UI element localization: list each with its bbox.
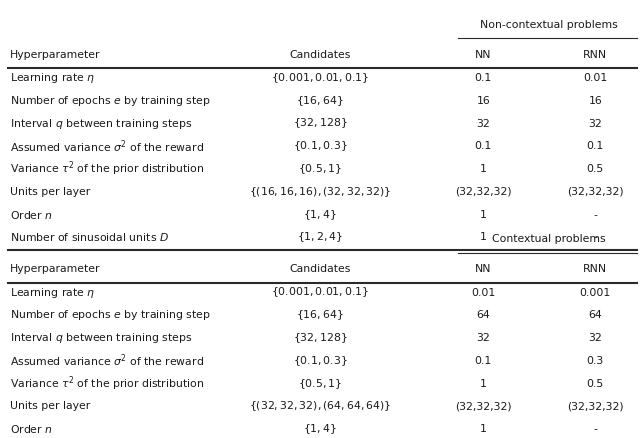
Text: 0.01: 0.01: [471, 288, 495, 297]
Text: Contextual problems: Contextual problems: [492, 234, 605, 244]
Text: 0.01: 0.01: [583, 73, 607, 83]
Text: 16: 16: [476, 96, 490, 106]
Text: Assumed variance $\sigma^2$ of the reward: Assumed variance $\sigma^2$ of the rewar…: [10, 138, 204, 155]
Text: 0.5: 0.5: [587, 379, 604, 389]
Text: -: -: [593, 210, 597, 219]
Text: 32: 32: [476, 119, 490, 128]
Text: $\{32, 128\}$: $\{32, 128\}$: [292, 331, 348, 345]
Text: 32: 32: [588, 119, 602, 128]
Text: $\{0.1, 0.3\}$: $\{0.1, 0.3\}$: [292, 354, 348, 368]
Text: Number of epochs $e$ by training step: Number of epochs $e$ by training step: [10, 308, 211, 322]
Text: 0.3: 0.3: [587, 356, 604, 366]
Text: Learning rate $\eta$: Learning rate $\eta$: [10, 71, 95, 85]
Text: Interval $q$ between training steps: Interval $q$ between training steps: [10, 117, 193, 131]
Text: 32: 32: [476, 333, 490, 343]
Text: 1: 1: [480, 210, 486, 219]
Text: Order $n$: Order $n$: [10, 208, 53, 221]
Text: Number of sinusoidal units $D$: Number of sinusoidal units $D$: [10, 231, 169, 244]
Text: Learning rate $\eta$: Learning rate $\eta$: [10, 286, 95, 300]
Text: Hyperparameter: Hyperparameter: [10, 50, 100, 60]
Text: Variance $\tau^2$ of the prior distribution: Variance $\tau^2$ of the prior distribut…: [10, 160, 204, 178]
Text: $\{(32, 32, 32), (64, 64, 64)\}$: $\{(32, 32, 32), (64, 64, 64)\}$: [249, 399, 391, 413]
Text: 1: 1: [480, 379, 486, 389]
Text: Interval $q$ between training steps: Interval $q$ between training steps: [10, 331, 193, 345]
Text: Candidates: Candidates: [289, 265, 351, 274]
Text: $\{1, 2, 4\}$: $\{1, 2, 4\}$: [297, 230, 343, 244]
Text: Candidates: Candidates: [289, 50, 351, 60]
Text: $\{16, 64\}$: $\{16, 64\}$: [296, 308, 344, 322]
Text: 64: 64: [588, 311, 602, 320]
Text: -: -: [593, 424, 597, 434]
Text: Number of epochs $e$ by training step: Number of epochs $e$ by training step: [10, 94, 211, 108]
Text: 0.5: 0.5: [587, 164, 604, 174]
Text: Assumed variance $\sigma^2$ of the reward: Assumed variance $\sigma^2$ of the rewar…: [10, 353, 204, 369]
Text: Variance $\tau^2$ of the prior distribution: Variance $\tau^2$ of the prior distribut…: [10, 374, 204, 393]
Text: Order $n$: Order $n$: [10, 423, 53, 435]
Text: 0.001: 0.001: [580, 288, 611, 297]
Text: (32,32,32): (32,32,32): [455, 187, 511, 197]
Text: $\{(16, 16, 16), (32, 32, 32)\}$: $\{(16, 16, 16), (32, 32, 32)\}$: [249, 185, 391, 199]
Text: 32: 32: [588, 333, 602, 343]
Text: Hyperparameter: Hyperparameter: [10, 265, 100, 274]
Text: RNN: RNN: [583, 50, 607, 60]
Text: $\{0.5, 1\}$: $\{0.5, 1\}$: [298, 377, 342, 391]
Text: $\{16, 64\}$: $\{16, 64\}$: [296, 94, 344, 108]
Text: (32,32,32): (32,32,32): [567, 187, 623, 197]
Text: 0.1: 0.1: [475, 356, 492, 366]
Text: $\{0.001, 0.01, 0.1\}$: $\{0.001, 0.01, 0.1\}$: [271, 286, 369, 300]
Text: (32,32,32): (32,32,32): [567, 402, 623, 411]
Text: $\{1, 4\}$: $\{1, 4\}$: [303, 422, 337, 436]
Text: 0.1: 0.1: [587, 141, 604, 151]
Text: (32,32,32): (32,32,32): [455, 402, 511, 411]
Text: Units per layer: Units per layer: [10, 402, 90, 411]
Text: RNN: RNN: [583, 265, 607, 274]
Text: 0.1: 0.1: [475, 141, 492, 151]
Text: 64: 64: [476, 311, 490, 320]
Text: Non-contextual problems: Non-contextual problems: [480, 20, 618, 30]
Text: 1: 1: [480, 164, 486, 174]
Text: $\{0.1, 0.3\}$: $\{0.1, 0.3\}$: [292, 139, 348, 153]
Text: $\{1, 4\}$: $\{1, 4\}$: [303, 208, 337, 222]
Text: NN: NN: [475, 50, 492, 60]
Text: 1: 1: [480, 233, 486, 242]
Text: 16: 16: [588, 96, 602, 106]
Text: $\{32, 128\}$: $\{32, 128\}$: [292, 117, 348, 131]
Text: $\{0.001, 0.01, 0.1\}$: $\{0.001, 0.01, 0.1\}$: [271, 71, 369, 85]
Text: NN: NN: [475, 265, 492, 274]
Text: 0.1: 0.1: [475, 73, 492, 83]
Text: Units per layer: Units per layer: [10, 187, 90, 197]
Text: 1: 1: [480, 424, 486, 434]
Text: $\{0.5, 1\}$: $\{0.5, 1\}$: [298, 162, 342, 176]
Text: -: -: [593, 233, 597, 242]
